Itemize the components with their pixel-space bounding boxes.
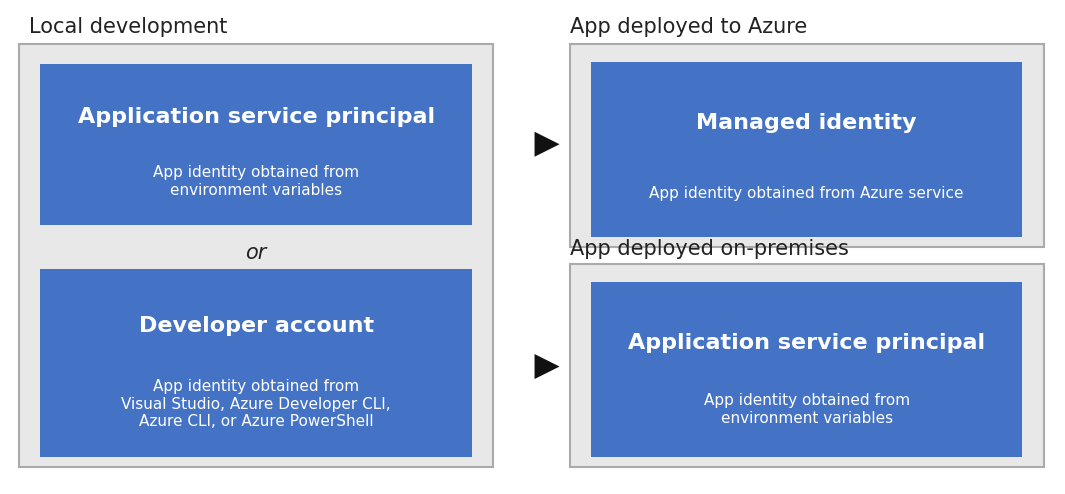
Text: App identity obtained from Azure service: App identity obtained from Azure service — [650, 186, 964, 201]
Text: App identity obtained from
environment variables: App identity obtained from environment v… — [153, 165, 359, 198]
Text: App identity obtained from
Visual Studio, Azure Developer CLI,
Azure CLI, or Azu: App identity obtained from Visual Studio… — [121, 379, 391, 429]
Text: Application service principal: Application service principal — [628, 333, 985, 353]
FancyBboxPatch shape — [40, 269, 472, 457]
Text: App identity obtained from
environment variables: App identity obtained from environment v… — [704, 393, 910, 426]
FancyBboxPatch shape — [570, 264, 1044, 467]
FancyBboxPatch shape — [570, 44, 1044, 247]
FancyBboxPatch shape — [19, 44, 493, 467]
Text: App deployed to Azure: App deployed to Azure — [570, 17, 807, 37]
Text: App deployed on-premises: App deployed on-premises — [570, 240, 849, 259]
Text: Developer account: Developer account — [138, 316, 374, 335]
FancyBboxPatch shape — [591, 282, 1022, 457]
Text: or: or — [245, 243, 266, 263]
Text: Application service principal: Application service principal — [78, 107, 435, 127]
FancyBboxPatch shape — [591, 62, 1022, 237]
FancyBboxPatch shape — [40, 64, 472, 225]
Text: Managed identity: Managed identity — [697, 113, 917, 133]
Text: Local development: Local development — [29, 17, 227, 37]
